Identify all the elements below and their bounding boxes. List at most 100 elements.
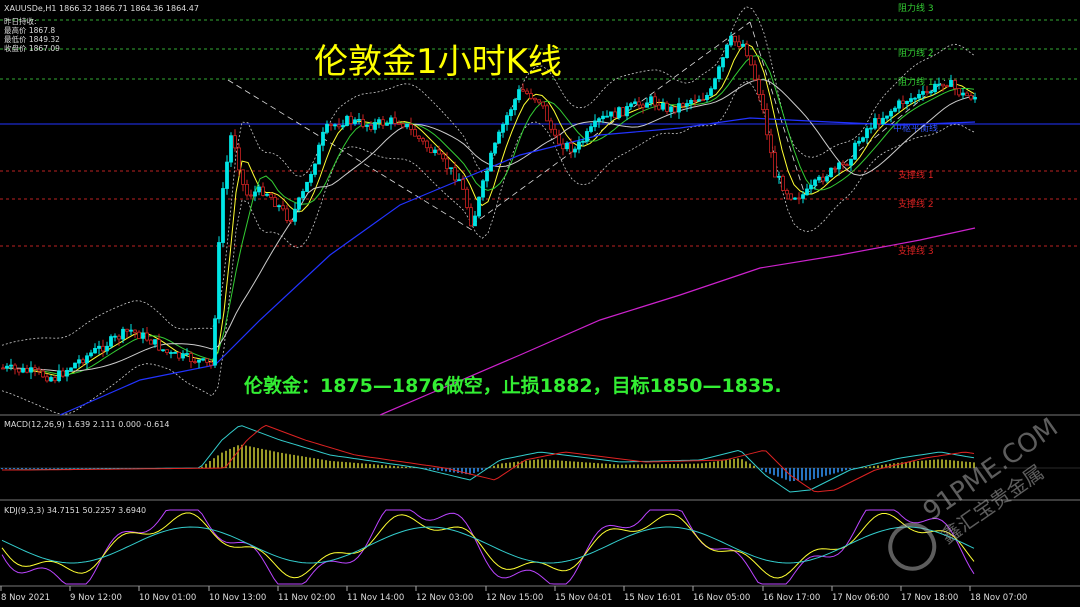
x-axis: 8 Nov 2021 9 Nov 12:00 10 Nov 01:00 10 Nov … (0, 586, 1027, 603)
candle-body (637, 101, 641, 106)
candle-body (945, 85, 949, 88)
candle-body (593, 120, 597, 128)
candle-body (893, 107, 897, 112)
candle-body (465, 188, 469, 208)
candle-body (417, 135, 421, 140)
candle-body (869, 127, 873, 130)
candle-body (585, 131, 589, 142)
candle-body (697, 99, 701, 102)
kdj-k-line (1, 512, 975, 579)
candle-body (365, 124, 369, 127)
candle-body (773, 152, 777, 178)
ma-white-line (2, 79, 975, 372)
x-tick-label: 17 Nov 18:00 (901, 593, 958, 603)
candle-body (857, 140, 861, 144)
candle-body (785, 190, 789, 195)
candle-body (625, 106, 629, 117)
ma-magenta-line (379, 227, 976, 416)
candle-body (389, 117, 393, 124)
candle-body (17, 368, 21, 373)
candle-body (897, 100, 901, 109)
candlesticks (1, 32, 977, 384)
candle-body (53, 377, 57, 382)
level-label-resistance-2: 阻力线 2 (898, 47, 934, 59)
candle-body (573, 148, 577, 153)
candle-body (325, 123, 329, 133)
candle-body (221, 188, 225, 243)
candle-body (457, 179, 461, 182)
candle-body (801, 194, 805, 199)
candle-body (413, 129, 417, 137)
candle-body (337, 124, 341, 128)
candle-body (37, 368, 41, 372)
candle-body (97, 345, 101, 349)
candle-body (873, 118, 877, 129)
ma-blue-line (59, 117, 976, 416)
candle-body (213, 318, 217, 366)
candle-body (953, 80, 957, 89)
candle-body (145, 332, 149, 341)
candle-body (117, 335, 121, 340)
candle-body (821, 176, 825, 182)
candle-body (677, 103, 681, 113)
candle-body (405, 124, 409, 128)
candle-body (833, 167, 837, 170)
candle-body (209, 361, 213, 366)
candle-body (933, 83, 937, 93)
candle-body (65, 369, 69, 377)
candle-body (201, 358, 205, 361)
kdj-j-line (1, 509, 975, 585)
candle-body (969, 95, 973, 100)
candle-body (377, 119, 381, 123)
x-tick-label: 8 Nov 2021 (1, 593, 50, 603)
trendline-drop (749, 21, 806, 196)
candle-body (825, 176, 829, 182)
candle-body (497, 131, 501, 144)
candle-body (113, 335, 117, 338)
candle-body (653, 96, 657, 106)
candle-body (681, 103, 685, 107)
candle-body (905, 101, 909, 105)
moving-averages (1, 43, 976, 416)
candle-body (525, 90, 529, 94)
candle-body (553, 128, 557, 136)
candle-body (301, 191, 305, 199)
candle-body (285, 208, 289, 221)
candle-body (909, 98, 913, 102)
candle-body (237, 147, 241, 171)
candle-body (353, 119, 357, 124)
candle-body (293, 208, 297, 222)
candle-body (505, 115, 509, 125)
candle-body (197, 359, 201, 363)
candle-body (913, 97, 917, 100)
candle-body (397, 123, 401, 125)
candle-body (9, 364, 13, 367)
candle-body (701, 99, 705, 101)
candle-body (225, 161, 229, 189)
candle-body (361, 119, 365, 127)
kdj-d-line (1, 526, 975, 564)
info-line-3: 最低价 1849.32 (4, 34, 60, 44)
candle-body (557, 134, 561, 145)
candle-body (961, 92, 965, 96)
candle-body (929, 91, 933, 94)
candle-body (721, 57, 725, 68)
candle-body (613, 111, 617, 119)
candle-body (829, 167, 833, 177)
candle-body (249, 194, 253, 197)
candle-body (133, 329, 137, 333)
candle-body (793, 197, 797, 200)
candle-body (473, 215, 477, 227)
candle-body (469, 207, 473, 227)
candle-body (621, 107, 625, 117)
candle-body (693, 100, 697, 102)
candle-body (921, 91, 925, 95)
candle-body (805, 188, 809, 196)
candle-body (881, 117, 885, 125)
candle-body (453, 167, 457, 181)
candle-body (265, 193, 269, 196)
candle-body (885, 115, 889, 119)
x-tick-label: 15 Nov 16:01 (624, 593, 681, 603)
candle-body (341, 125, 345, 128)
candle-body (77, 359, 81, 364)
